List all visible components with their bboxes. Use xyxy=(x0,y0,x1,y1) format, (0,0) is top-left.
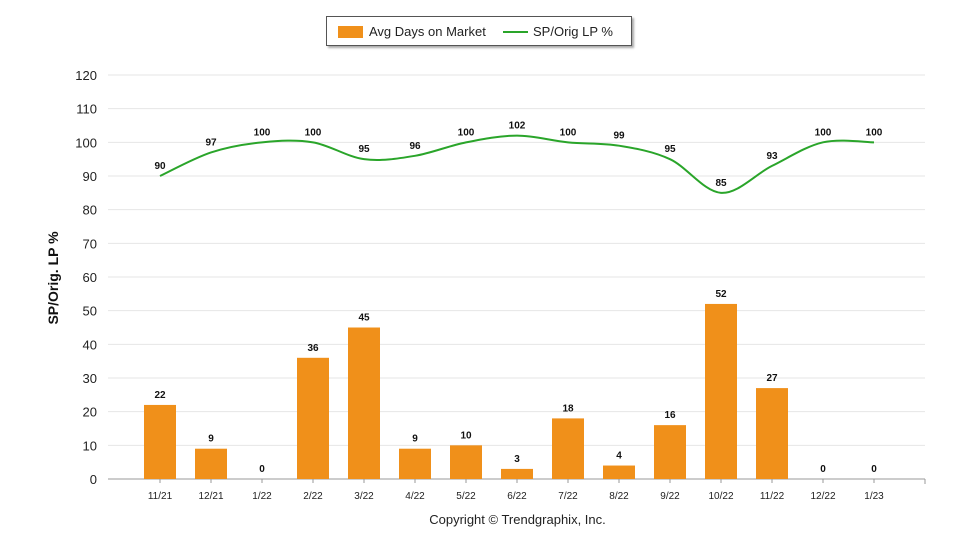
line-value-label: 100 xyxy=(458,127,475,138)
line-value-label: 100 xyxy=(815,127,832,138)
x-tick-label: 1/22 xyxy=(252,491,272,502)
bar-value-label: 9 xyxy=(412,434,418,445)
y-tick-label: 10 xyxy=(83,438,97,453)
line-value-label: 95 xyxy=(358,144,370,155)
line-value-label: 102 xyxy=(509,121,526,132)
bar xyxy=(297,357,329,479)
legend-line-swatch xyxy=(503,31,528,33)
x-tick-label: 10/22 xyxy=(708,491,733,502)
bar xyxy=(501,468,533,479)
line-value-label: 100 xyxy=(866,127,883,138)
bar xyxy=(756,388,788,479)
y-tick-label: 30 xyxy=(83,371,97,386)
bar xyxy=(144,404,176,479)
x-tick-label: 7/22 xyxy=(558,491,578,502)
y-tick-label: 100 xyxy=(75,135,97,150)
bar-value-label: 3 xyxy=(514,454,520,465)
bar xyxy=(450,445,482,479)
bar-value-label: 52 xyxy=(715,289,727,300)
legend-bar-swatch xyxy=(338,26,363,38)
bar xyxy=(348,327,380,479)
copyright-text: Copyright © Trendgraphix, Inc. xyxy=(429,512,606,527)
bar xyxy=(705,303,737,479)
x-tick-label: 8/22 xyxy=(609,491,629,502)
x-tick-label: 2/22 xyxy=(303,491,323,502)
gridlines xyxy=(108,74,926,484)
bar-value-label: 0 xyxy=(871,464,877,475)
bar-value-label: 45 xyxy=(358,313,370,324)
line-value-label: 93 xyxy=(766,151,778,162)
bar-value-label: 36 xyxy=(307,343,319,354)
bar-value-label: 10 xyxy=(460,430,472,441)
line-value-label: 85 xyxy=(715,178,727,189)
line-value-label: 97 xyxy=(205,137,217,148)
y-tick-label: 50 xyxy=(83,304,97,319)
bar xyxy=(195,448,227,479)
x-tick-label: 12/22 xyxy=(810,491,835,502)
bar-series xyxy=(144,303,788,479)
line-value-label: 96 xyxy=(409,141,421,152)
x-tick-label: 1/23 xyxy=(864,491,884,502)
x-tick-label: 5/22 xyxy=(456,491,476,502)
line-value-label: 99 xyxy=(613,131,625,142)
y-tick-label: 120 xyxy=(75,68,97,83)
bar xyxy=(552,418,584,479)
line-value-label: 90 xyxy=(154,161,166,172)
y-tick-label: 110 xyxy=(76,102,97,117)
y-axis-title: SP/Orig. LP % xyxy=(45,231,61,325)
line-series-path xyxy=(159,134,875,194)
bar-value-label: 16 xyxy=(664,410,676,421)
y-axis-tick-labels: 0 10 20 30 40 50 60 70 80 90 100 110 120 xyxy=(75,68,97,487)
bar xyxy=(603,465,635,479)
y-tick-label: 0 xyxy=(90,472,97,487)
bar-value-label: 0 xyxy=(259,464,265,475)
x-tick-label: 12/21 xyxy=(198,491,223,502)
x-tick-label: 9/22 xyxy=(660,491,680,502)
legend-line-label: SP/Orig LP % xyxy=(533,24,613,39)
line-value-label: 100 xyxy=(305,127,322,138)
y-tick-label: 60 xyxy=(83,270,97,285)
line-series xyxy=(159,134,875,194)
y-tick-label: 20 xyxy=(83,405,97,420)
x-tick-label: 6/22 xyxy=(507,491,527,502)
bar-value-label: 27 xyxy=(766,373,778,384)
bar xyxy=(399,448,431,479)
y-tick-label: 40 xyxy=(83,337,97,352)
x-tick-label: 11/21 xyxy=(148,491,173,502)
x-tick-label: 11/22 xyxy=(760,491,785,502)
x-tick-label: 4/22 xyxy=(405,491,425,502)
bar-value-label: 0 xyxy=(820,464,826,475)
line-value-label: 95 xyxy=(664,144,676,155)
line-value-label: 100 xyxy=(254,127,271,138)
y-tick-label: 80 xyxy=(83,203,97,218)
legend-bar-label: Avg Days on Market xyxy=(369,24,486,39)
legend: Avg Days on Market SP/Orig LP % xyxy=(326,16,632,46)
x-tick-label: 3/22 xyxy=(354,491,374,502)
bar-value-label: 9 xyxy=(208,434,214,445)
bar-value-label: 22 xyxy=(154,390,166,401)
x-axis-tick-labels: 11/21 12/21 1/22 2/22 3/22 4/22 5/22 6/22 7/22 8/… xyxy=(148,479,884,502)
y-tick-label: 90 xyxy=(83,169,97,184)
y-tick-label: 70 xyxy=(83,236,97,251)
bar xyxy=(654,425,686,479)
bar-value-label: 4 xyxy=(616,451,622,462)
line-value-label: 100 xyxy=(560,127,577,138)
bar-value-label: 18 xyxy=(562,403,574,414)
